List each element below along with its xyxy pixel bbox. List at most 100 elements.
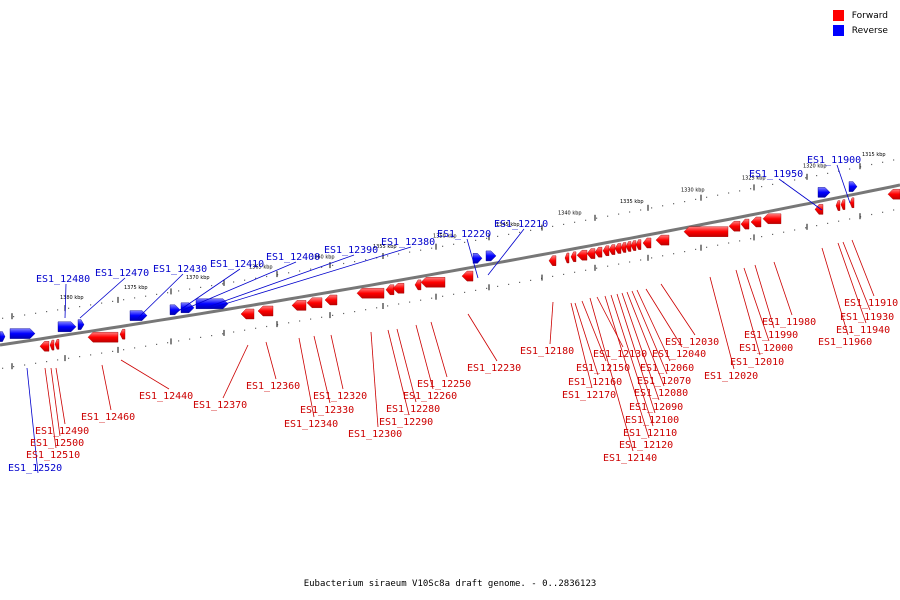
gene-label: ES1_12410 (210, 259, 264, 270)
gene-ES1_11940[interactable] (835, 200, 841, 211)
gene-label: ES1_12440 (139, 391, 193, 402)
gene-ES1_12070[interactable] (630, 240, 637, 251)
reverse-swatch (832, 25, 844, 36)
gene-ES1_12150[interactable] (576, 249, 588, 261)
gene-label: ES1_12490 (35, 426, 89, 437)
gene-ES1_12500[interactable] (49, 339, 55, 351)
gene-label: ES1_12340 (284, 419, 338, 430)
gene-label: ES1_12010 (730, 357, 784, 368)
gene-label: ES1_12180 (520, 346, 574, 357)
gene-label: ES1_12080 (634, 388, 688, 399)
gene-ES1_12360[interactable] (257, 305, 274, 317)
gene-ES1_12260[interactable] (414, 279, 422, 291)
scale-label: 1315 kbp (862, 152, 886, 158)
gene-ES1_12210[interactable] (485, 250, 497, 262)
genome-caption: Eubacterium siraeum V10Sc8a draft genome… (303, 579, 597, 589)
gene-ES1_12490[interactable] (54, 339, 60, 350)
gene-ES1_12470[interactable] (77, 319, 85, 330)
gene-ES1_12220[interactable] (472, 253, 483, 264)
gene-ES1_11910[interactable] (849, 197, 855, 209)
gene-ES1_12100[interactable] (614, 243, 622, 254)
gene-ES1_12080[interactable] (625, 241, 632, 252)
gene-label: ES1_11980 (762, 317, 816, 328)
gene-label: ES1_12260 (403, 391, 457, 402)
gene-ES1_12330[interactable] (306, 297, 323, 308)
gene-ES1_11990[interactable] (750, 216, 762, 228)
gene-ES1_12130[interactable] (594, 246, 603, 258)
gene-ES1_12030[interactable] (655, 234, 670, 246)
gene-label: ES1_12370 (193, 400, 247, 411)
scale-label: 1365 kbp (249, 265, 273, 271)
gene-ES1_12140[interactable] (586, 248, 596, 259)
gene-label: ES1_12320 (313, 391, 367, 402)
legend-forward: Forward (832, 8, 888, 23)
scale-label: 1360 kbp (311, 254, 335, 260)
gene-ES1_12040[interactable] (642, 237, 652, 249)
gene-ES1_12170[interactable] (564, 252, 570, 264)
gene-ES1_11960[interactable] (814, 204, 824, 215)
gene-ES1_11950[interactable] (817, 187, 831, 198)
gene-label: ES1_11990 (744, 330, 798, 341)
gene-glyph[interactable] (9, 328, 36, 339)
gene-label: ES1_11910 (844, 298, 898, 309)
gene-ES1_12510[interactable] (39, 341, 50, 352)
scale-label: 1350 kbp (433, 233, 457, 239)
gene-ES1_12230[interactable] (461, 270, 474, 282)
gene-ES1_12370[interactable] (240, 308, 255, 320)
scale-label: 1330 kbp (681, 188, 705, 194)
gene-ES1_12280[interactable] (392, 283, 405, 294)
scale-label: 1370 kbp (186, 275, 210, 281)
gene-ES1_12180[interactable] (548, 255, 557, 266)
gene-ES1_12480[interactable] (57, 321, 77, 332)
gene-ES1_12110[interactable] (608, 244, 616, 255)
gene-label: ES1_11900 (807, 155, 861, 166)
gene-label: ES1_12020 (704, 371, 758, 382)
gene-label: ES1_12060 (640, 363, 694, 374)
gene-ES1_12160[interactable] (570, 251, 577, 262)
gene-ES1_12020[interactable] (683, 226, 729, 237)
gene-ES1_11930[interactable] (840, 199, 846, 210)
gene-ES1_12290[interactable] (385, 284, 395, 295)
scale-label: 1335 kbp (620, 199, 644, 205)
gene-ES1_12060[interactable] (635, 239, 642, 250)
gene-ES1_12250[interactable] (420, 277, 446, 288)
scale-label: 1345 kbp (496, 222, 520, 228)
gene-ES1_12340[interactable] (291, 300, 307, 311)
legend-reverse-label: Reverse (851, 25, 888, 36)
chromosome-backbone (0, 183, 900, 347)
gene-label: ES1_12430 (153, 264, 207, 275)
gene-label: ES1_12250 (417, 379, 471, 390)
gene-label: ES1_12470 (95, 268, 149, 279)
gene-ES1_12320[interactable] (324, 294, 338, 306)
gene-ES1_12410[interactable] (169, 304, 181, 315)
gene-ES1_11980[interactable] (762, 213, 782, 225)
scale-label: 1380 kbp (60, 295, 84, 301)
gene-ES1_11900[interactable] (848, 181, 858, 192)
forward-genes (39, 188, 900, 352)
scale-label: 1375 kbp (124, 285, 148, 291)
gene-label: ES1_12300 (348, 429, 402, 440)
gene-label: ES1_12460 (81, 412, 135, 423)
gene-label: ES1_12230 (467, 363, 521, 374)
gene-label: ES1_12030 (665, 337, 719, 348)
gene-ES1_12440[interactable] (119, 329, 126, 340)
gene-ES1_12090[interactable] (620, 242, 627, 253)
gene-label: ES1_12280 (386, 404, 440, 415)
gene-ES1_12000[interactable] (740, 218, 750, 230)
gene-label: ES1_11960 (818, 337, 872, 348)
gene-ES1_12390[interactable] (195, 298, 229, 309)
scale-label: 1340 kbp (558, 211, 582, 217)
gene-ES1_12010[interactable] (728, 220, 741, 232)
gene-glyph[interactable] (887, 188, 900, 200)
gene-leader-lines (26, 164, 875, 474)
gene-ES1_12460[interactable] (87, 332, 119, 343)
gene-ES1_12120[interactable] (602, 245, 610, 257)
gene-glyph[interactable] (0, 331, 6, 342)
forward-swatch (832, 10, 844, 21)
gene-label: ES1_12510 (26, 450, 80, 461)
gene-ES1_12300[interactable] (356, 288, 385, 299)
gene-label: ES1_12090 (629, 402, 683, 413)
